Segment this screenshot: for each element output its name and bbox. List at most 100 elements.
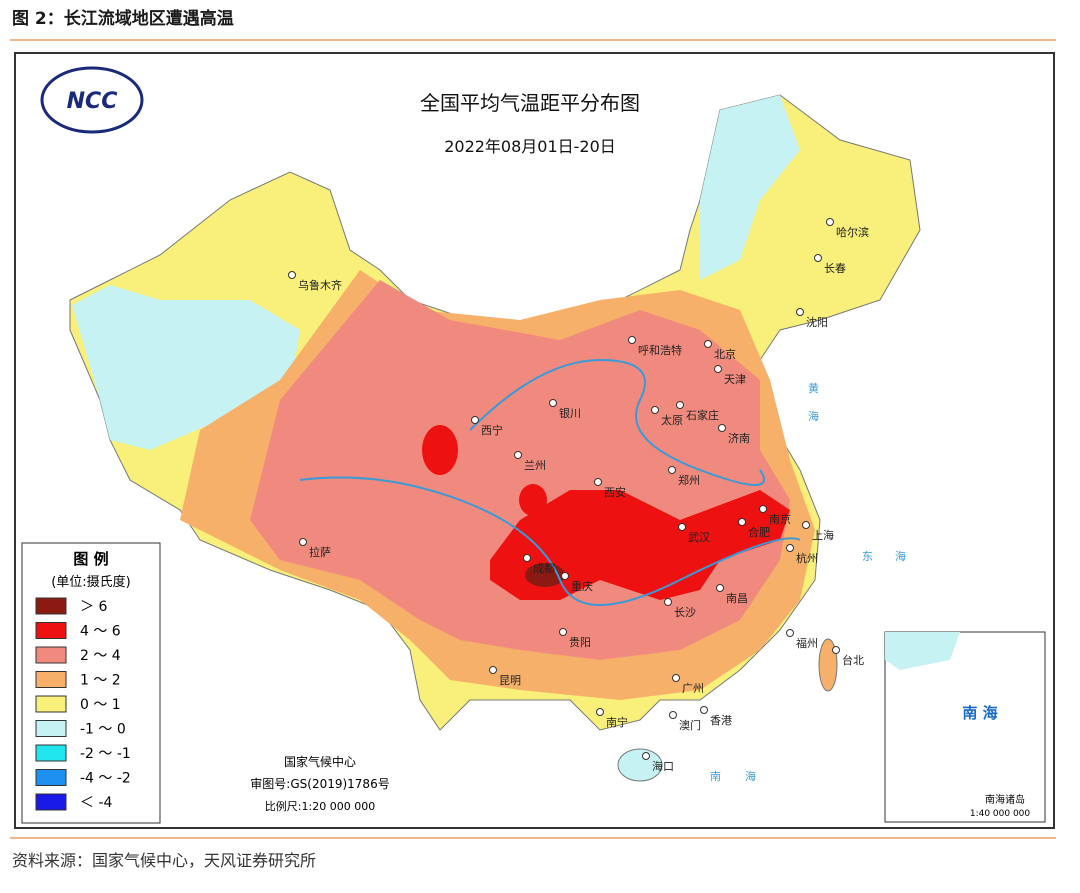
map-date: 2022年08月01日-20日 bbox=[444, 137, 616, 156]
city-marker bbox=[759, 505, 767, 513]
legend-swatch bbox=[35, 622, 67, 639]
city-marker bbox=[700, 706, 708, 714]
city-label: 重庆 bbox=[571, 579, 593, 593]
legend-label: ＞ 6 bbox=[80, 599, 107, 615]
city-label: 南昌 bbox=[726, 592, 748, 605]
city-marker bbox=[678, 523, 686, 531]
city-marker bbox=[596, 708, 604, 716]
city-marker bbox=[299, 538, 307, 546]
city-label: 银川 bbox=[559, 406, 581, 420]
city-marker bbox=[514, 451, 522, 459]
legend-label: 1 ～ 2 bbox=[80, 673, 121, 689]
legend-swatch bbox=[35, 695, 67, 713]
city-label: 拉萨 bbox=[309, 545, 331, 559]
city-label: 郑州 bbox=[678, 473, 700, 487]
city-label: 西安 bbox=[604, 485, 626, 499]
city-marker bbox=[718, 424, 726, 432]
map-approval: 审图号:GS(2019)1786号 bbox=[250, 776, 389, 791]
city-label: 太原 bbox=[661, 414, 683, 427]
legend-swatch bbox=[35, 720, 67, 737]
city-marker bbox=[664, 598, 672, 606]
city-label: 南宁 bbox=[606, 715, 628, 729]
hot-spot bbox=[519, 484, 547, 516]
legend-label: 0 ～ 1 bbox=[80, 697, 121, 713]
city-marker bbox=[628, 336, 636, 344]
city-label: 长春 bbox=[824, 262, 846, 275]
map-area bbox=[69, 94, 921, 782]
city-marker bbox=[786, 629, 794, 637]
city-marker bbox=[523, 554, 531, 562]
legend-label: 2 ～ 4 bbox=[80, 648, 121, 664]
inset-islands: 南海诸岛 bbox=[985, 793, 1025, 806]
city-label: 香港 bbox=[710, 714, 732, 727]
city-marker bbox=[714, 365, 722, 373]
city-label: 海口 bbox=[652, 759, 674, 773]
legend-swatch bbox=[35, 769, 67, 786]
legend-swatch bbox=[35, 744, 67, 762]
city-marker bbox=[594, 478, 602, 486]
logo-text: NCC bbox=[67, 89, 118, 114]
legend-swatch bbox=[35, 671, 67, 688]
legend-title: 图 例 bbox=[73, 550, 108, 568]
yellow-river bbox=[469, 358, 765, 486]
city-marker bbox=[561, 572, 569, 580]
sea-label: 黄 bbox=[808, 381, 819, 395]
legend-unit: (单位:摄氏度) bbox=[51, 574, 131, 590]
city-marker bbox=[676, 401, 684, 409]
city-marker bbox=[668, 466, 676, 474]
city-label: 武汉 bbox=[688, 531, 710, 544]
legend-label: -4 ～ -2 bbox=[80, 771, 131, 787]
map-title: 全国平均气温距平分布图 bbox=[420, 91, 640, 115]
city-marker bbox=[489, 666, 497, 674]
city-marker bbox=[672, 674, 680, 682]
city-label: 合肥 bbox=[748, 525, 770, 539]
city-label: 广州 bbox=[682, 682, 704, 695]
city-marker bbox=[716, 584, 724, 592]
sea-label: 海 bbox=[808, 409, 819, 423]
figure-label: 图 2：长江流域地区遭遇高温 bbox=[12, 8, 234, 29]
taiwan bbox=[818, 638, 838, 692]
city-label: 哈尔滨 bbox=[836, 225, 869, 239]
city-label: 沈阳 bbox=[806, 315, 828, 329]
city-label: 济南 bbox=[728, 431, 750, 445]
city-marker bbox=[786, 544, 794, 552]
inset-scale: 1:40 000 000 bbox=[970, 809, 1031, 819]
inset-land bbox=[885, 632, 960, 670]
legend-label: 4 ～ 6 bbox=[80, 624, 121, 640]
sea-label: 东 bbox=[862, 550, 873, 563]
city-marker bbox=[796, 308, 804, 316]
city-marker bbox=[738, 518, 746, 526]
city-label: 成都 bbox=[533, 562, 555, 575]
legend-swatch bbox=[35, 646, 67, 664]
city-label: 石家庄 bbox=[686, 408, 719, 422]
cool-northeast bbox=[700, 95, 800, 280]
logo-ring bbox=[40, 66, 144, 134]
inset-title: 南 海 bbox=[962, 704, 997, 722]
hot-spot bbox=[422, 425, 458, 475]
city-label: 乌鲁木齐 bbox=[298, 278, 342, 292]
city-marker bbox=[471, 416, 479, 424]
sea-label: 海 bbox=[895, 549, 906, 563]
city-label: 兰州 bbox=[524, 459, 546, 472]
legend-swatch bbox=[35, 597, 67, 615]
city-label: 长沙 bbox=[674, 606, 696, 619]
city-marker bbox=[802, 521, 810, 529]
city-label: 上海 bbox=[812, 528, 834, 542]
city-label: 贵阳 bbox=[569, 636, 591, 649]
city-marker bbox=[826, 218, 834, 226]
city-marker bbox=[559, 628, 567, 636]
logo: NCC bbox=[40, 66, 144, 134]
city-label: 澳门 bbox=[679, 718, 701, 732]
city-marker bbox=[814, 254, 822, 262]
sea-label: 海 bbox=[745, 769, 756, 783]
inset: 南 海 南海诸岛 1:40 000 000 bbox=[884, 631, 1046, 823]
city-marker bbox=[642, 752, 650, 760]
map-credit: 国家气候中心 bbox=[284, 754, 356, 769]
city-marker bbox=[704, 340, 712, 348]
legend-swatch bbox=[35, 793, 67, 811]
city-label: 西宁 bbox=[481, 423, 503, 437]
legend-label: -1 ～ 0 bbox=[80, 722, 126, 738]
city-label: 昆明 bbox=[499, 674, 521, 687]
city-label: 杭州 bbox=[796, 551, 818, 565]
